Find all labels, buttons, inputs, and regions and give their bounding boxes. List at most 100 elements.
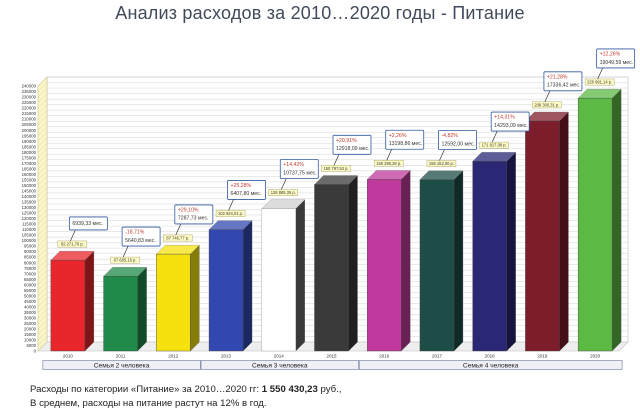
callout-pointer	[386, 149, 393, 161]
y-tick-label: 205000	[22, 122, 37, 127]
group-label: Семья 4 человека	[463, 362, 519, 369]
y-tick-label: 110000	[22, 227, 37, 232]
bar-side	[190, 244, 200, 352]
gridline-side	[37, 187, 48, 197]
gridline-side	[37, 220, 48, 230]
callout-percent: +25,28%	[231, 183, 252, 189]
gridline-side	[37, 181, 48, 192]
callout-monthly: 14293,09 мес.	[494, 123, 528, 129]
gridline-side	[37, 126, 48, 136]
y-tick-label: 175000	[22, 155, 37, 160]
footer-total-line: Расходы по категории «Питание» за 2010…2…	[30, 384, 341, 395]
callout-percent: +14,31%	[494, 115, 515, 121]
y-tick-label: 30000	[24, 315, 37, 320]
bar-side	[559, 111, 569, 352]
callout-box	[227, 180, 266, 200]
x-tick-label: 2010	[63, 354, 74, 359]
group-box	[358, 360, 623, 370]
y-tick-label: 235000	[22, 89, 37, 94]
bar-side	[295, 199, 305, 352]
callout-pointer	[122, 245, 129, 258]
callout-box	[174, 204, 214, 225]
gridline-side	[37, 132, 48, 142]
gridline-side	[37, 297, 48, 308]
bar-chart: 82 271,76 р. 6939,33 мес. 67 685,16 р. -18,…	[22, 48, 636, 370]
callout-monthly: 12918,09 мес.	[336, 146, 370, 152]
bar	[367, 179, 402, 352]
callout-box	[438, 130, 477, 150]
gridline-side	[37, 303, 48, 313]
gridline-side	[37, 104, 48, 114]
gridline-side	[37, 325, 48, 335]
value-label-box	[374, 160, 404, 167]
y-tick-label: 195000	[22, 133, 37, 138]
value-label: 128 885,35 р.	[271, 190, 296, 195]
callout-percent: +12,26%	[600, 52, 621, 58]
x-tick-label: 2014	[274, 354, 285, 359]
gridline-side	[37, 165, 48, 175]
value-label-box	[426, 160, 457, 167]
gridline-side	[37, 264, 48, 274]
y-tick-label: 95000	[24, 244, 37, 249]
gridline-side	[37, 319, 48, 330]
y-tick-label: 135000	[22, 200, 37, 205]
callout-monthly: 13198,86 мес.	[389, 141, 423, 147]
bar	[208, 229, 244, 352]
chart-labels: 82 271,76 р. 6939,33 мес. 67 685,16 р. -18,…	[57, 48, 636, 264]
y-tick-label: 15000	[24, 332, 37, 337]
group-box	[42, 360, 201, 370]
value-label: 87 746,77 р.	[166, 236, 189, 241]
x-tick-label: 2018	[485, 354, 496, 359]
callout-box	[68, 216, 108, 231]
value-label-box	[163, 234, 193, 242]
gridline-side	[37, 170, 48, 181]
value-label: 171 817,08 р.	[482, 143, 507, 148]
gridline-side	[37, 143, 48, 153]
value-label: 67 685,16 р.	[114, 258, 137, 263]
chart-bars	[50, 88, 622, 352]
y-tick-label: 130000	[22, 205, 37, 210]
value-label-box	[532, 101, 562, 109]
bar-side	[506, 151, 516, 352]
gridline-side	[37, 281, 48, 291]
y-tick-label: 35000	[24, 310, 37, 315]
value-label: 102 924,01 р.	[218, 211, 243, 216]
gridline-side	[37, 159, 48, 169]
y-tick-label: 200000	[22, 128, 37, 133]
y-tick-label: 55000	[24, 288, 37, 293]
gridline-side	[37, 137, 48, 147]
value-label-box	[110, 256, 140, 264]
callout-monthly: 19049,59 мес.	[600, 60, 634, 66]
callout-monthly: 5640,83 мес.	[125, 238, 156, 244]
callout-monthly: 10737,75 мес.	[283, 170, 317, 176]
bar-side	[453, 170, 464, 352]
y-tick-label: 155000	[22, 177, 37, 182]
y-tick-label: 220000	[22, 106, 37, 111]
y-tick-label: 145000	[22, 188, 37, 193]
callout-monthly: 12592,00 мес.	[441, 141, 475, 147]
gridline-side	[37, 76, 48, 87]
gridline-side	[37, 270, 48, 280]
y-tick-label: 150000	[22, 183, 37, 188]
value-label: 150 797,53 р.	[323, 166, 348, 171]
bar-side	[242, 220, 253, 352]
y-tick-label: 85000	[24, 255, 37, 260]
gridline-side	[37, 109, 48, 120]
y-tick-label: 115000	[22, 222, 37, 227]
gridline-side	[37, 98, 48, 109]
bar	[103, 276, 138, 352]
callout-pointer	[439, 149, 445, 161]
value-label: 155 152,00 р.	[429, 161, 454, 166]
value-label-box	[268, 189, 298, 196]
y-tick-label: 25000	[24, 321, 37, 326]
y-tick-label: 65000	[24, 277, 37, 282]
footer-total-suffix: руб.,	[320, 384, 342, 395]
x-tick-label: 2019	[537, 354, 548, 359]
callout-pointer	[228, 199, 234, 211]
callout-monthly: 17336,42 мес.	[547, 83, 581, 89]
gridline-side	[37, 341, 48, 352]
y-tick-label: 170000	[22, 161, 37, 166]
y-tick-label: 45000	[24, 299, 37, 304]
bar	[314, 184, 349, 352]
y-tick-label: 125000	[22, 211, 37, 216]
